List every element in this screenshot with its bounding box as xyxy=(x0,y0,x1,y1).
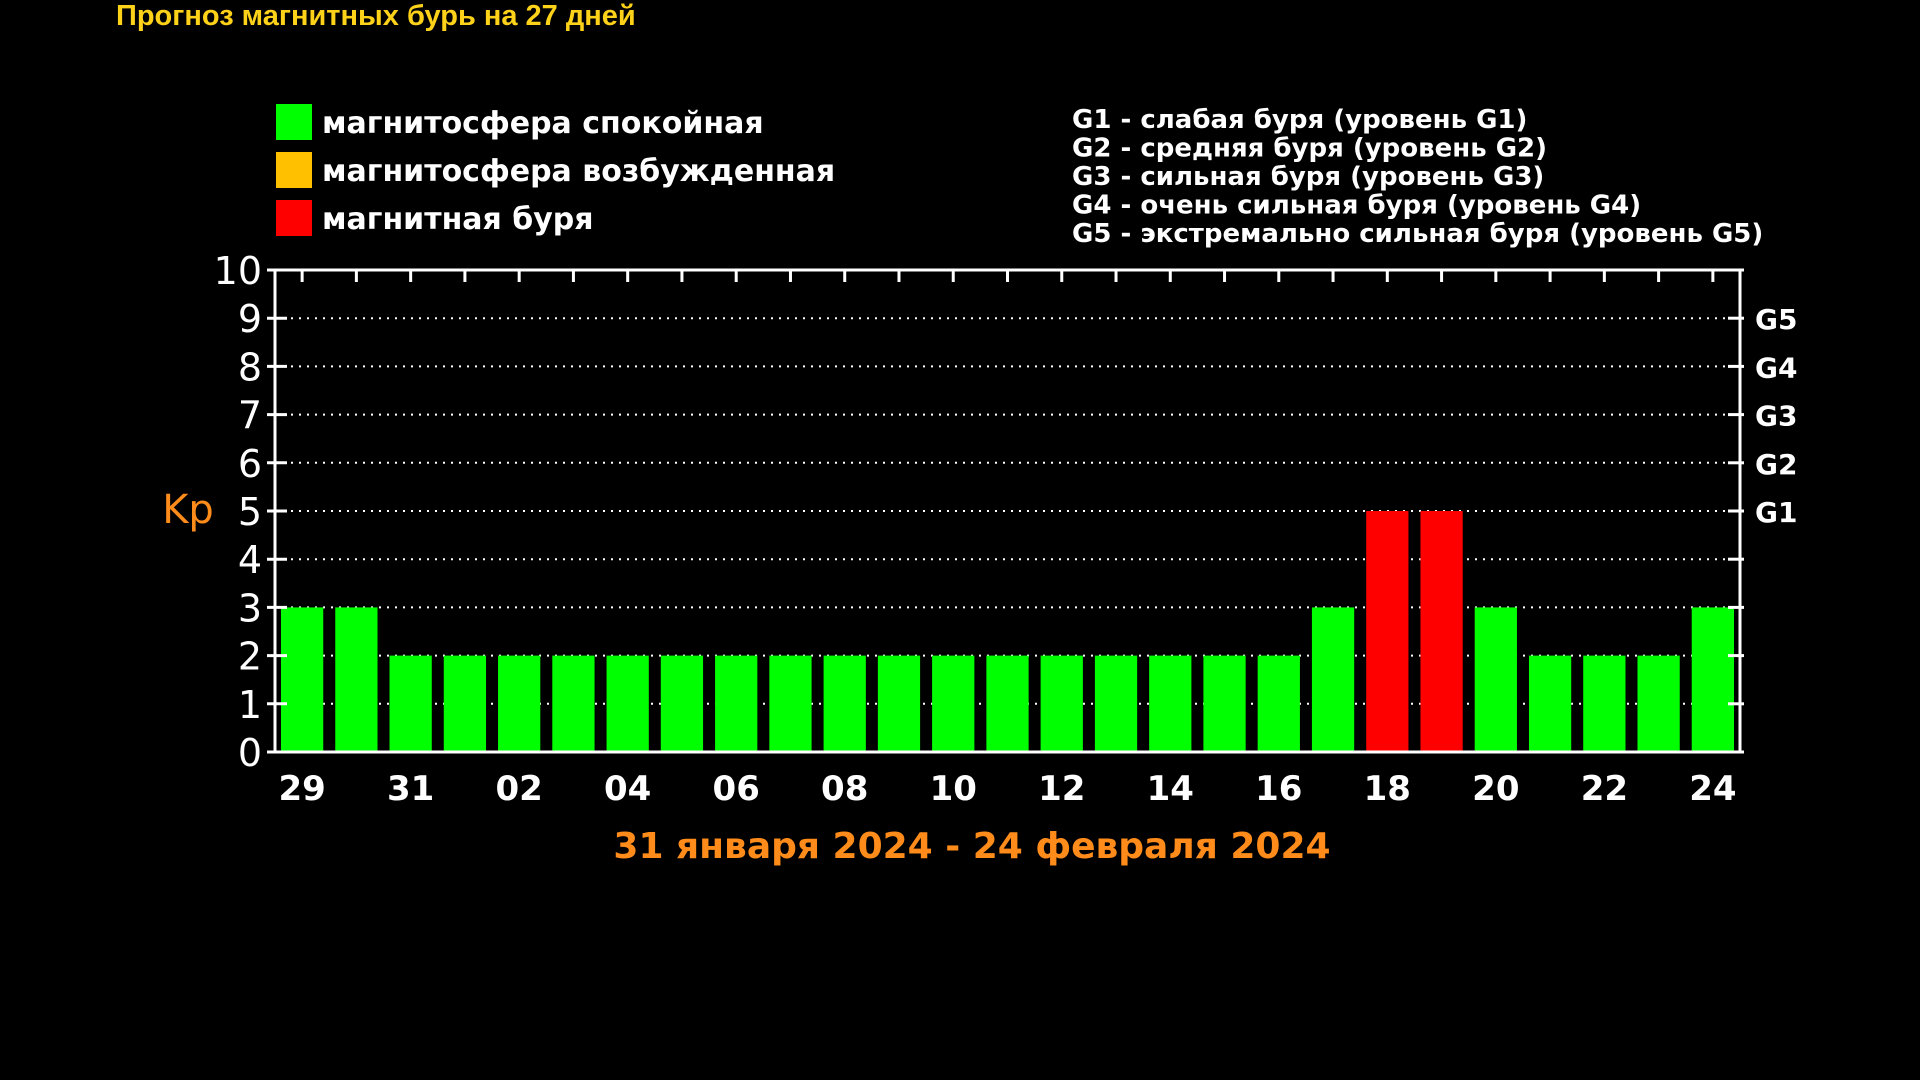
bar-20 xyxy=(1474,607,1517,752)
y-tick-label: 3 xyxy=(238,586,262,630)
x-tick-label: 02 xyxy=(496,769,543,809)
y-tick-label: 8 xyxy=(238,345,262,389)
right-tick-label: G4 xyxy=(1755,351,1797,384)
bar-31 xyxy=(389,655,432,752)
bar-15 xyxy=(1203,655,1246,752)
x-tick-label: 14 xyxy=(1147,769,1194,809)
page-title: Прогноз магнитных бурь на 27 дней xyxy=(116,0,636,32)
x-tick-label: 24 xyxy=(1689,769,1736,809)
x-tick-label: 29 xyxy=(278,769,325,809)
y-tick-label: 6 xyxy=(238,442,262,486)
x-tick-label: 22 xyxy=(1581,769,1628,809)
bar-19 xyxy=(1420,511,1463,752)
legend-swatch-excited xyxy=(276,152,312,188)
right-tick-label: G5 xyxy=(1755,303,1797,336)
storm-level-text: G1 - слабая буря (уровень G1) xyxy=(1072,105,1527,135)
bar-11 xyxy=(986,655,1029,752)
x-tick-label: 31 xyxy=(387,769,434,809)
bar-09 xyxy=(877,655,921,752)
x-tick-label: 18 xyxy=(1364,769,1411,809)
bar-08 xyxy=(823,655,866,752)
storm-level-text: G4 - очень сильная буря (уровень G4) xyxy=(1072,191,1641,221)
bar-14 xyxy=(1149,655,1192,752)
bar-10 xyxy=(932,655,975,752)
x-tick-label: 08 xyxy=(821,769,868,809)
bar-23 xyxy=(1637,655,1680,752)
right-tick-label: G2 xyxy=(1755,448,1797,481)
x-tick-label: 16 xyxy=(1255,769,1302,809)
legend-swatch-calm xyxy=(276,104,312,140)
bar-22 xyxy=(1583,655,1626,752)
bar-07 xyxy=(769,655,812,752)
bar-12 xyxy=(1040,655,1083,752)
bar-16 xyxy=(1257,655,1300,752)
x-tick-label: 04 xyxy=(604,769,651,809)
y-tick-label: 5 xyxy=(238,490,262,534)
y-tick-label: 2 xyxy=(238,635,262,679)
bar-06 xyxy=(715,655,758,752)
bar-30 xyxy=(335,607,378,752)
legend-label-excited: магнитосфера возбужденная xyxy=(322,154,835,189)
y-tick-label: 1 xyxy=(238,683,262,727)
x-tick-label: 20 xyxy=(1472,769,1519,809)
right-tick-label: G3 xyxy=(1755,400,1797,433)
bar-17 xyxy=(1311,607,1355,752)
bar-03 xyxy=(552,655,595,752)
y-tick-label: 4 xyxy=(238,538,262,582)
storm-level-text: G3 - сильная буря (уровень G3) xyxy=(1072,162,1544,192)
x-tick-label: 06 xyxy=(713,769,760,809)
bar-05 xyxy=(660,655,704,752)
bar-18 xyxy=(1366,511,1409,752)
legend-label-calm: магнитосфера спокойная xyxy=(322,106,764,141)
legend-label-storm: магнитная буря xyxy=(322,202,594,237)
bar-01 xyxy=(443,655,487,752)
y-axis-label: Kp xyxy=(162,487,214,533)
bar-29 xyxy=(281,607,324,752)
x-axis-label: 31 января 2024 - 24 февраля 2024 xyxy=(613,826,1330,867)
x-tick-label: 12 xyxy=(1038,769,1085,809)
bar-04 xyxy=(606,655,649,752)
y-tick-label: 7 xyxy=(238,394,262,438)
storm-level-text: G2 - средняя буря (уровень G2) xyxy=(1072,134,1547,164)
bar-02 xyxy=(498,655,541,752)
right-tick-label: G1 xyxy=(1755,496,1797,529)
bar-24 xyxy=(1691,607,1734,752)
bar-21 xyxy=(1528,655,1572,752)
y-tick-label: 0 xyxy=(238,731,262,775)
x-tick-label: 10 xyxy=(930,769,977,809)
y-tick-label: 10 xyxy=(214,249,262,293)
y-tick-label: 9 xyxy=(238,297,262,341)
bar-13 xyxy=(1094,655,1138,752)
legend-swatch-storm xyxy=(276,200,312,236)
storm-level-text: G5 - экстремально сильная буря (уровень … xyxy=(1072,219,1763,249)
